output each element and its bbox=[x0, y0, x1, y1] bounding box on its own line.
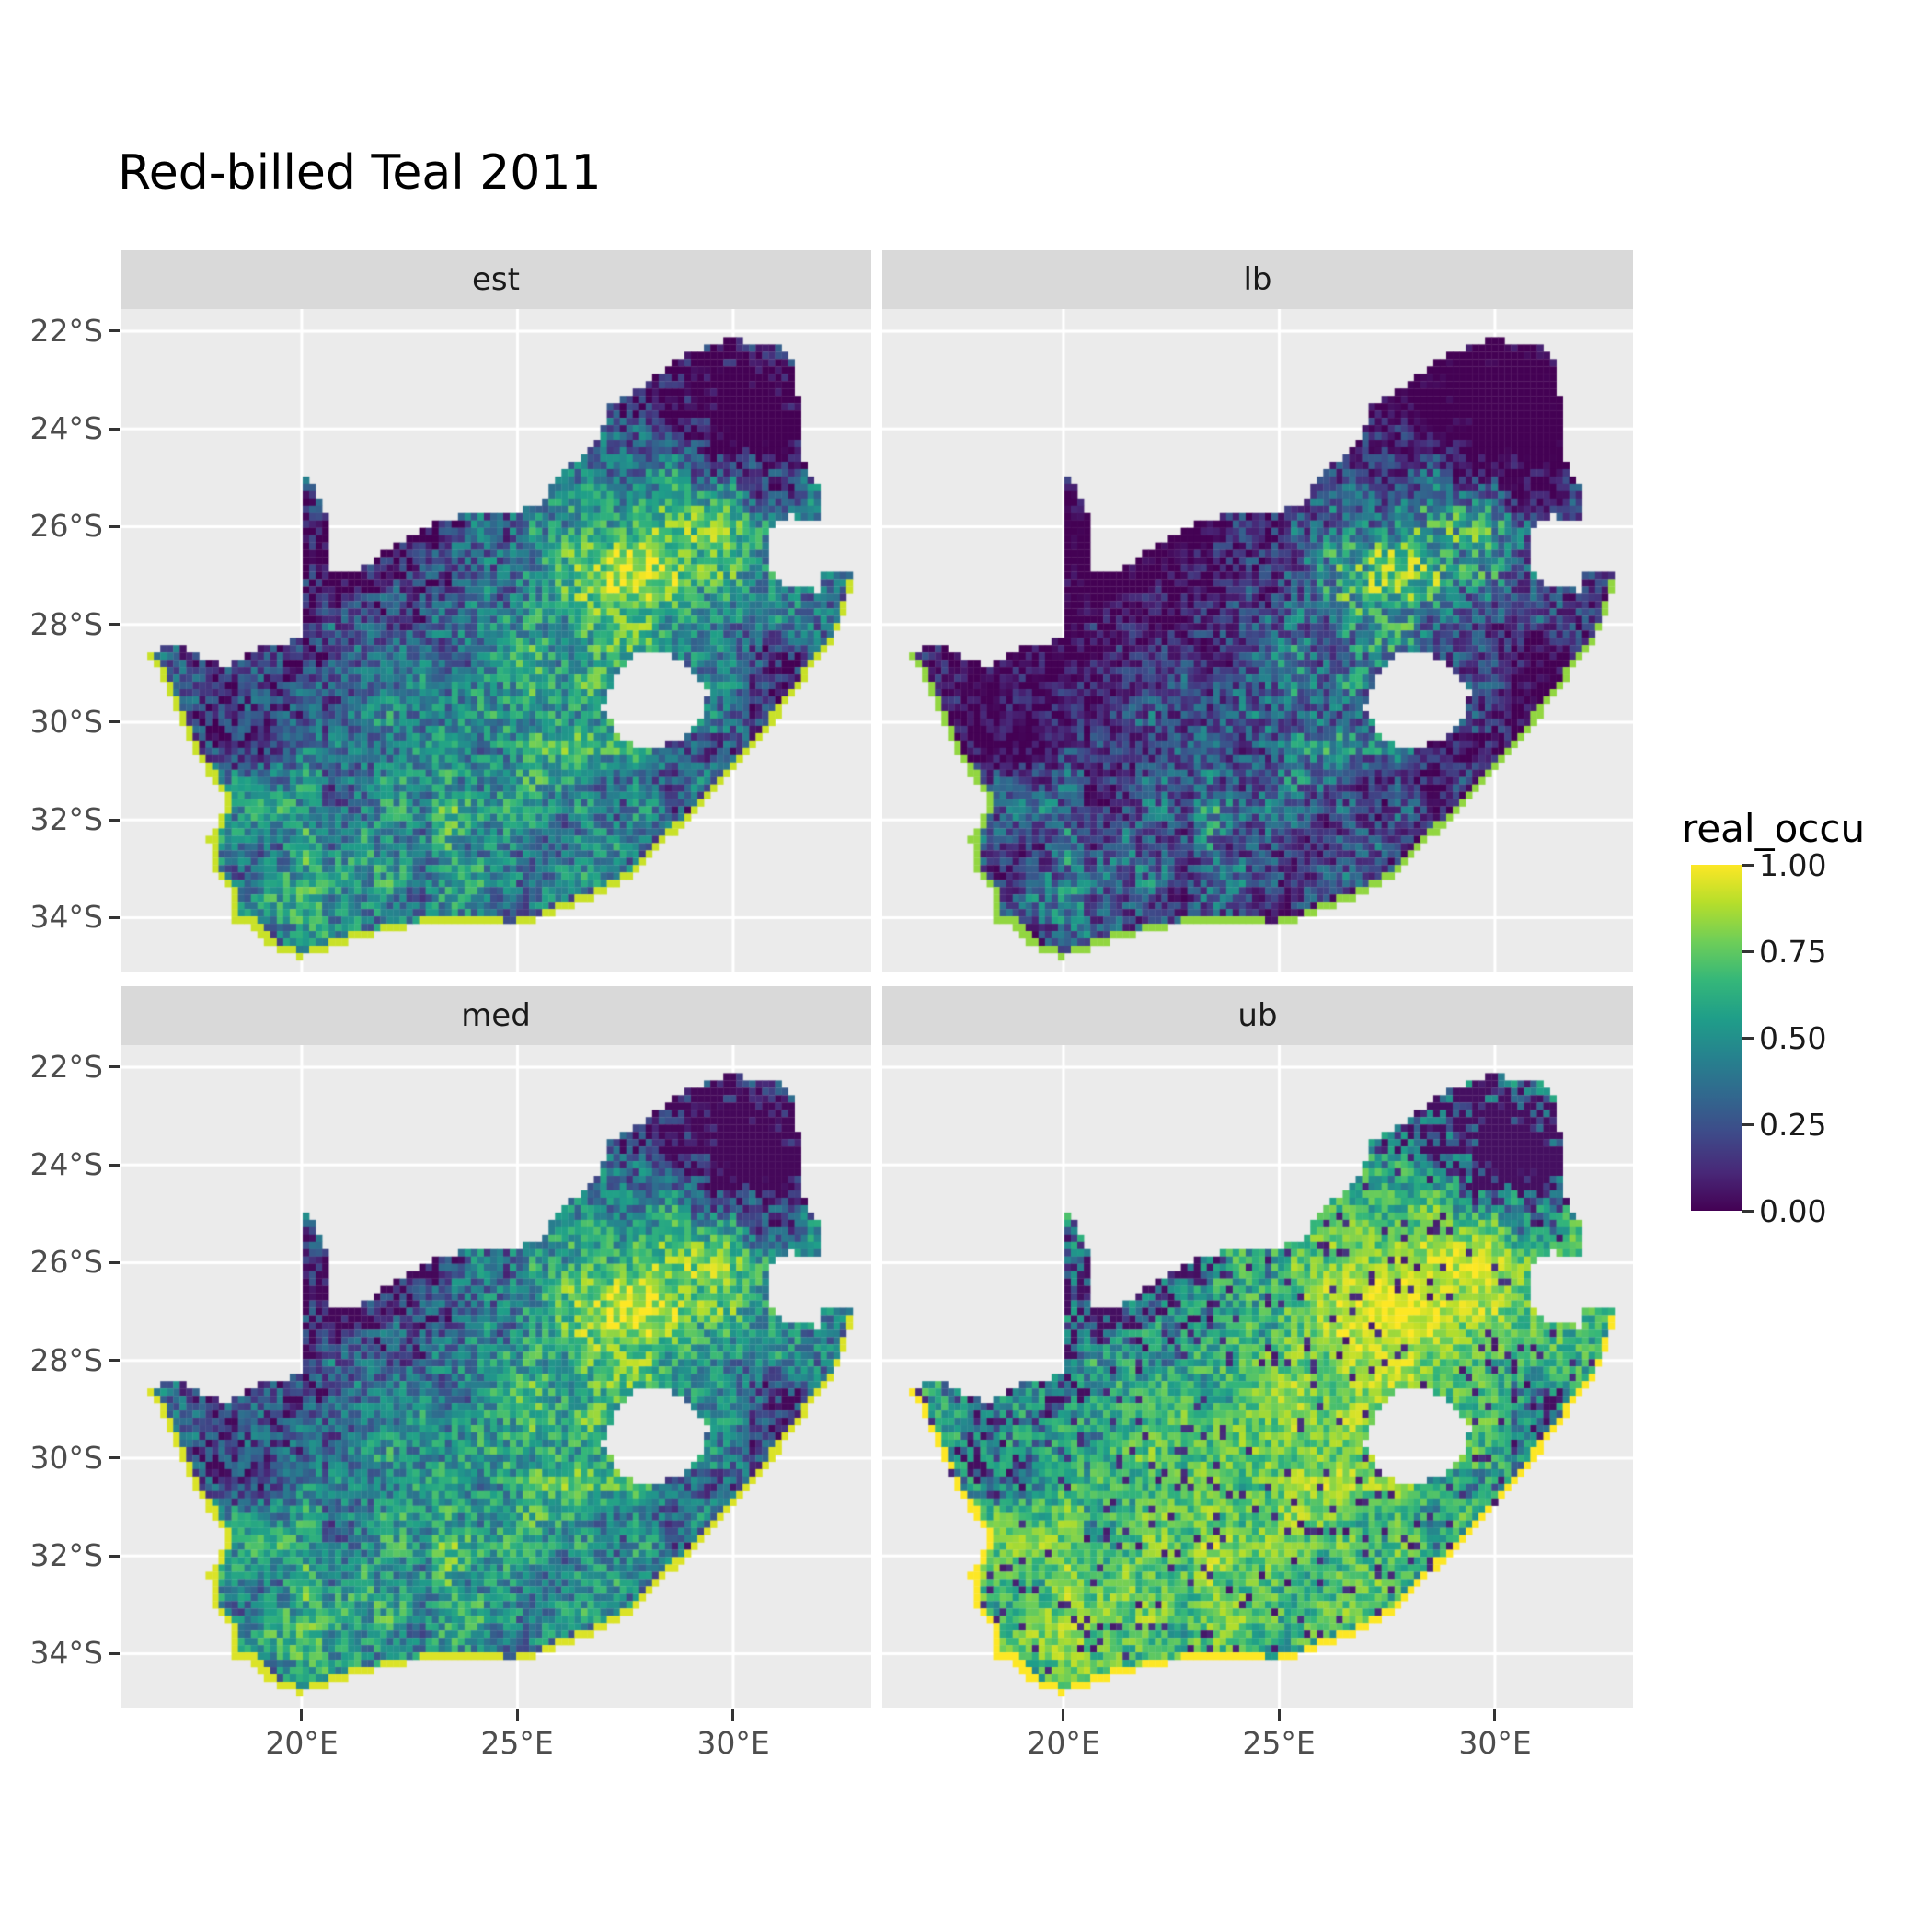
y-tick-label: 26°S bbox=[29, 508, 103, 544]
facet-label-med: med bbox=[461, 997, 531, 1034]
map-panel-est bbox=[121, 309, 871, 972]
y-tick-mark bbox=[109, 525, 120, 528]
x-tick-mark bbox=[1062, 1709, 1064, 1721]
x-tick-mark bbox=[1278, 1709, 1281, 1721]
y-tick-mark bbox=[109, 1261, 120, 1264]
y-tick-mark bbox=[109, 720, 120, 723]
plot-title: Red-billed Teal 2011 bbox=[118, 145, 602, 201]
x-tick-label: 20°E bbox=[265, 1725, 339, 1761]
y-tick-label: 28°S bbox=[29, 606, 103, 642]
legend-tick-mark bbox=[1742, 1037, 1754, 1040]
x-tick-mark bbox=[516, 1709, 519, 1721]
y-tick-label: 34°S bbox=[29, 1635, 103, 1671]
y-tick-label: 28°S bbox=[29, 1342, 103, 1378]
legend-tick-mark bbox=[1742, 864, 1754, 867]
legend-tick-label: 0.00 bbox=[1759, 1193, 1827, 1229]
facet-label-lb: lb bbox=[1243, 261, 1272, 298]
x-tick-label: 30°E bbox=[696, 1725, 770, 1761]
facet-strip-est: est bbox=[121, 250, 871, 309]
y-tick-mark bbox=[109, 1164, 120, 1167]
legend-tick-mark bbox=[1742, 1123, 1754, 1126]
legend-tick-mark bbox=[1742, 950, 1754, 953]
y-tick-mark bbox=[109, 329, 120, 332]
x-tick-label: 20°E bbox=[1027, 1725, 1100, 1761]
facet-label-est: est bbox=[472, 261, 520, 298]
y-tick-mark bbox=[109, 1456, 120, 1459]
y-tick-label: 32°S bbox=[29, 801, 103, 837]
y-tick-label: 32°S bbox=[29, 1537, 103, 1573]
legend-tick-label: 1.00 bbox=[1759, 847, 1827, 883]
legend-tick-label: 0.50 bbox=[1759, 1020, 1827, 1056]
facet-strip-lb: lb bbox=[882, 250, 1633, 309]
y-tick-label: 24°S bbox=[29, 410, 103, 446]
x-tick-mark bbox=[300, 1709, 303, 1721]
map-panel-ub bbox=[882, 1045, 1633, 1708]
y-tick-mark bbox=[109, 916, 120, 919]
map-panel-lb bbox=[882, 309, 1633, 972]
y-tick-mark bbox=[109, 1359, 120, 1362]
y-tick-mark bbox=[109, 1652, 120, 1655]
map-panel-med bbox=[121, 1045, 871, 1708]
y-tick-label: 22°S bbox=[29, 313, 103, 349]
y-tick-label: 30°S bbox=[29, 1440, 103, 1476]
y-tick-label: 30°S bbox=[29, 704, 103, 740]
y-tick-label: 24°S bbox=[29, 1146, 103, 1182]
y-tick-mark bbox=[109, 1065, 120, 1068]
legend-tick-label: 0.75 bbox=[1759, 934, 1827, 970]
x-tick-label: 25°E bbox=[480, 1725, 554, 1761]
y-tick-label: 34°S bbox=[29, 899, 103, 935]
y-tick-mark bbox=[109, 819, 120, 822]
facet-strip-med: med bbox=[121, 986, 871, 1045]
legend-tick-label: 0.25 bbox=[1759, 1107, 1827, 1143]
x-tick-label: 25°E bbox=[1242, 1725, 1316, 1761]
legend-colorbar bbox=[1691, 865, 1742, 1211]
legend-title: real_occu bbox=[1682, 806, 1866, 851]
y-tick-mark bbox=[109, 1555, 120, 1558]
y-tick-mark bbox=[109, 623, 120, 626]
facet-strip-ub: ub bbox=[882, 986, 1633, 1045]
facet-label-ub: ub bbox=[1237, 997, 1278, 1034]
y-tick-label: 26°S bbox=[29, 1244, 103, 1280]
x-tick-mark bbox=[731, 1709, 734, 1721]
y-tick-label: 22°S bbox=[29, 1049, 103, 1085]
y-tick-mark bbox=[109, 428, 120, 431]
x-tick-mark bbox=[1493, 1709, 1496, 1721]
legend-tick-mark bbox=[1742, 1210, 1754, 1213]
x-tick-label: 30°E bbox=[1458, 1725, 1532, 1761]
